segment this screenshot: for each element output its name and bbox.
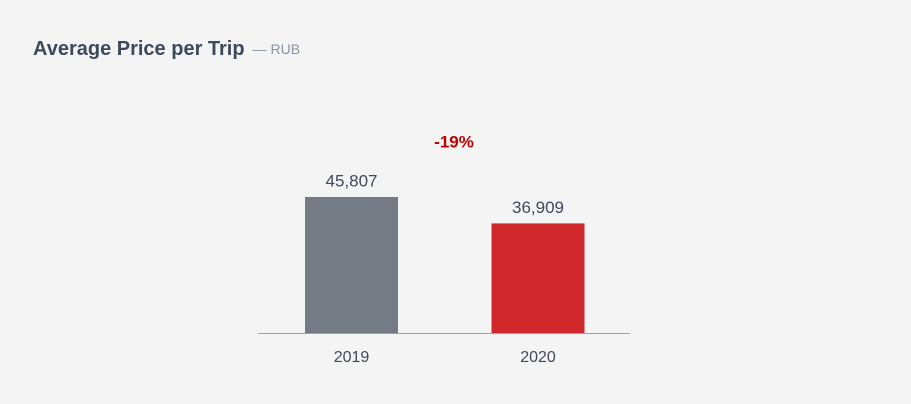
x-tick-label: 2019: [334, 349, 370, 366]
chart-title: Average Price per Trip: [33, 38, 245, 60]
value-label: 45,807: [326, 171, 378, 190]
change-annotation: -19%: [434, 132, 474, 151]
bar: [305, 197, 398, 333]
chart-title-line: Average Price per Trip — RUB: [33, 38, 300, 60]
x-tick-label: 2020: [520, 349, 556, 366]
chart-subtitle: — RUB: [253, 41, 300, 57]
value-label: 36,909: [512, 198, 564, 217]
bar: [491, 223, 585, 333]
